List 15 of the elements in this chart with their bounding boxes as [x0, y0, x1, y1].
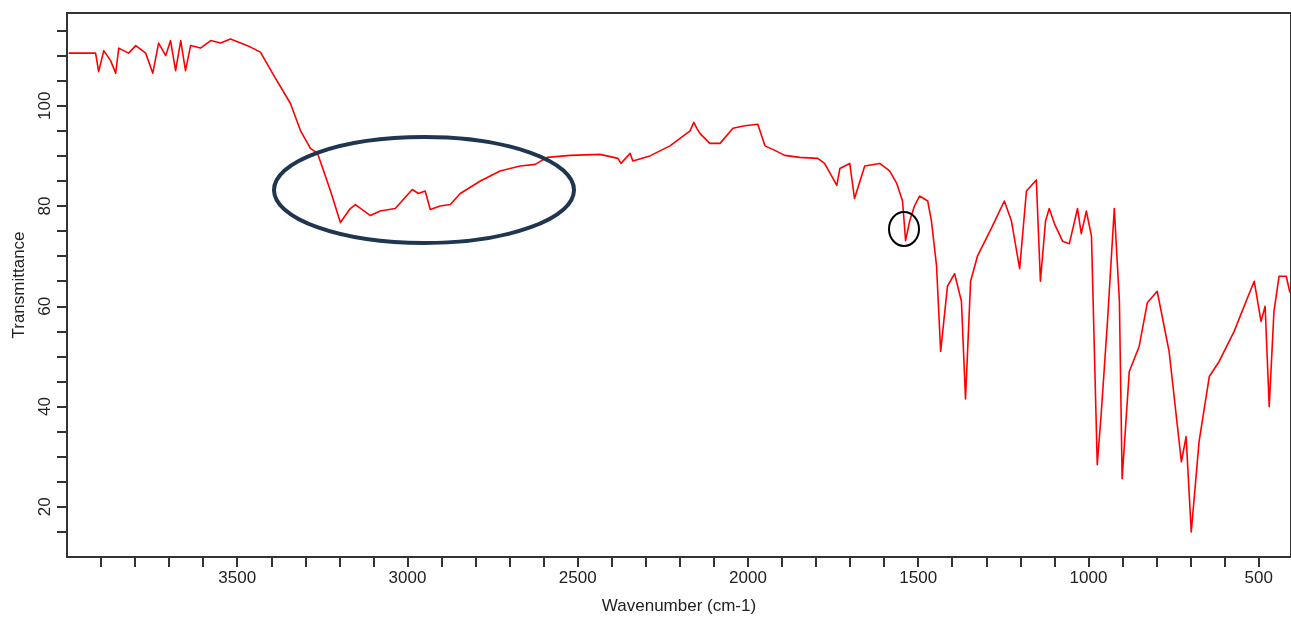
y-tick-label: 60 — [35, 296, 54, 316]
x-tick-label: 3500 — [218, 568, 257, 587]
y-tick-label: 20 — [35, 497, 54, 517]
x-axis-title: Wavenumber (cm-1) — [601, 596, 757, 615]
x-tick-label: 2500 — [558, 568, 597, 587]
y-tick-label: 40 — [35, 397, 54, 417]
x-tick-label: 500 — [1244, 568, 1273, 587]
x-tick-label: 3000 — [388, 568, 427, 587]
y-tick-label: 80 — [35, 196, 54, 216]
x-tick-label: 2000 — [729, 568, 767, 587]
y-axis-title: Transmittance — [9, 231, 28, 339]
x-tick-label: 1500 — [899, 568, 938, 587]
x-tick-label: 1000 — [1069, 568, 1108, 587]
line-series — [67, 38, 1291, 533]
y-tick-label: 100 — [35, 91, 54, 120]
